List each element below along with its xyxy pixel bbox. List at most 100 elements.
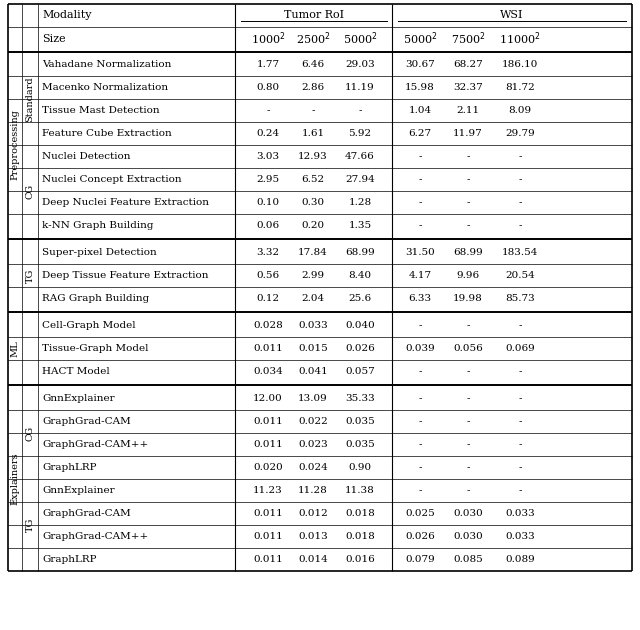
Text: -: - (518, 221, 522, 230)
Text: GnnExplainer: GnnExplainer (42, 486, 115, 495)
Text: -: - (467, 152, 470, 161)
Text: -: - (358, 106, 362, 115)
Text: 2500$^2$: 2500$^2$ (296, 30, 330, 47)
Text: 4.17: 4.17 (408, 271, 431, 280)
Text: 20.54: 20.54 (505, 271, 535, 280)
Text: Tissue-Graph Model: Tissue-Graph Model (42, 344, 148, 353)
Text: -: - (419, 221, 422, 230)
Text: 11000$^2$: 11000$^2$ (499, 30, 541, 47)
Text: 5000$^2$: 5000$^2$ (403, 30, 437, 47)
Text: 25.6: 25.6 (348, 294, 372, 303)
Text: 0.022: 0.022 (298, 417, 328, 426)
Text: 13.09: 13.09 (298, 394, 328, 403)
Text: 11.19: 11.19 (345, 83, 375, 92)
Text: 1.77: 1.77 (257, 60, 280, 69)
Text: 0.011: 0.011 (253, 555, 283, 564)
Text: 0.24: 0.24 (257, 129, 280, 138)
Text: 9.96: 9.96 (456, 271, 479, 280)
Text: 1.35: 1.35 (348, 221, 372, 230)
Text: 0.056: 0.056 (453, 344, 483, 353)
Text: 0.039: 0.039 (405, 344, 435, 353)
Text: 0.085: 0.085 (453, 555, 483, 564)
Text: 11.38: 11.38 (345, 486, 375, 495)
Text: 2.11: 2.11 (456, 106, 479, 115)
Text: 186.10: 186.10 (502, 60, 538, 69)
Text: -: - (419, 152, 422, 161)
Text: GraphGrad-CAM++: GraphGrad-CAM++ (42, 440, 148, 449)
Text: 0.014: 0.014 (298, 555, 328, 564)
Text: -: - (419, 463, 422, 472)
Text: Nuclei Detection: Nuclei Detection (42, 152, 131, 161)
Text: 68.99: 68.99 (345, 248, 375, 257)
Text: Cell-Graph Model: Cell-Graph Model (42, 321, 136, 330)
Text: 68.99: 68.99 (453, 248, 483, 257)
Text: WSI: WSI (500, 11, 524, 21)
Text: Macenko Normalization: Macenko Normalization (42, 83, 168, 92)
Text: 0.089: 0.089 (505, 555, 535, 564)
Text: GraphGrad-CAM++: GraphGrad-CAM++ (42, 532, 148, 541)
Text: HACT Model: HACT Model (42, 367, 109, 376)
Text: 6.52: 6.52 (301, 175, 324, 184)
Text: 0.034: 0.034 (253, 367, 283, 376)
Text: 0.041: 0.041 (298, 367, 328, 376)
Text: 6.46: 6.46 (301, 60, 324, 69)
Text: GraphGrad-CAM: GraphGrad-CAM (42, 509, 131, 518)
Text: -: - (419, 440, 422, 449)
Text: -: - (467, 440, 470, 449)
Text: CG: CG (26, 183, 35, 198)
Text: Modality: Modality (42, 11, 92, 21)
Text: 0.040: 0.040 (345, 321, 375, 330)
Text: Feature Cube Extraction: Feature Cube Extraction (42, 129, 172, 138)
Text: -: - (518, 463, 522, 472)
Text: -: - (518, 440, 522, 449)
Text: k-NN Graph Building: k-NN Graph Building (42, 221, 154, 230)
Text: 0.06: 0.06 (257, 221, 280, 230)
Text: 0.10: 0.10 (257, 198, 280, 207)
Text: GraphLRP: GraphLRP (42, 555, 97, 564)
Text: 3.03: 3.03 (257, 152, 280, 161)
Text: 6.27: 6.27 (408, 129, 431, 138)
Text: -: - (467, 198, 470, 207)
Text: 30.67: 30.67 (405, 60, 435, 69)
Text: -: - (419, 394, 422, 403)
Text: -: - (518, 367, 522, 376)
Text: 0.018: 0.018 (345, 509, 375, 518)
Text: 0.020: 0.020 (253, 463, 283, 472)
Text: Tissue Mast Detection: Tissue Mast Detection (42, 106, 159, 115)
Text: 1000$^2$: 1000$^2$ (251, 30, 285, 47)
Text: 2.99: 2.99 (301, 271, 324, 280)
Text: 6.33: 6.33 (408, 294, 431, 303)
Text: GraphLRP: GraphLRP (42, 463, 97, 472)
Text: 0.026: 0.026 (405, 532, 435, 541)
Text: 2.95: 2.95 (257, 175, 280, 184)
Text: 68.27: 68.27 (453, 60, 483, 69)
Text: RAG Graph Building: RAG Graph Building (42, 294, 149, 303)
Text: 7500$^2$: 7500$^2$ (451, 30, 485, 47)
Text: Super-pixel Detection: Super-pixel Detection (42, 248, 157, 257)
Text: -: - (467, 321, 470, 330)
Text: 0.026: 0.026 (345, 344, 375, 353)
Text: ML: ML (10, 340, 19, 357)
Text: 0.011: 0.011 (253, 344, 283, 353)
Text: 183.54: 183.54 (502, 248, 538, 257)
Text: GraphGrad-CAM: GraphGrad-CAM (42, 417, 131, 426)
Text: Preprocessing: Preprocessing (10, 110, 19, 180)
Text: 0.011: 0.011 (253, 509, 283, 518)
Text: CG: CG (26, 425, 35, 440)
Text: Deep Nuclei Feature Extraction: Deep Nuclei Feature Extraction (42, 198, 209, 207)
Text: -: - (518, 321, 522, 330)
Text: Explainers: Explainers (10, 453, 19, 505)
Text: Size: Size (42, 33, 66, 43)
Text: 85.73: 85.73 (505, 294, 535, 303)
Text: 15.98: 15.98 (405, 83, 435, 92)
Text: Nuclei Concept Extraction: Nuclei Concept Extraction (42, 175, 182, 184)
Text: 0.56: 0.56 (257, 271, 280, 280)
Text: TG: TG (26, 268, 35, 283)
Text: 12.93: 12.93 (298, 152, 328, 161)
Text: 17.84: 17.84 (298, 248, 328, 257)
Text: 29.79: 29.79 (505, 129, 535, 138)
Text: -: - (419, 175, 422, 184)
Text: -: - (419, 367, 422, 376)
Text: 2.04: 2.04 (301, 294, 324, 303)
Text: Deep Tissue Feature Extraction: Deep Tissue Feature Extraction (42, 271, 209, 280)
